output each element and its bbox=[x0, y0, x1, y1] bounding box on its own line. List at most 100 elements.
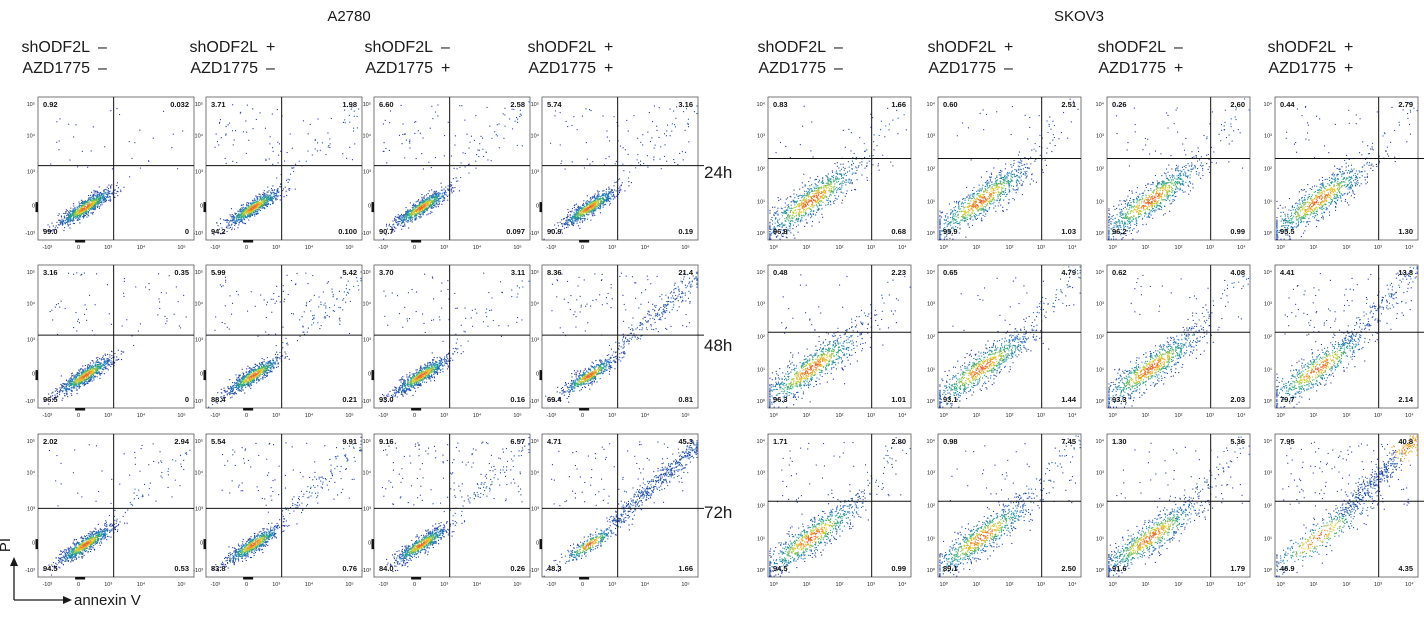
event-dot bbox=[64, 393, 65, 394]
event-dot bbox=[262, 205, 263, 206]
event-dot bbox=[590, 197, 591, 198]
event-dot bbox=[97, 362, 98, 363]
event-dot bbox=[598, 203, 599, 204]
event-dot bbox=[339, 291, 340, 292]
event-dot bbox=[254, 205, 255, 206]
event-dot bbox=[404, 157, 405, 158]
event-dot bbox=[85, 375, 86, 376]
event-dot bbox=[608, 187, 609, 188]
event-dot bbox=[109, 193, 110, 194]
event-dot bbox=[62, 400, 63, 401]
event-dot bbox=[402, 143, 403, 144]
event-dot bbox=[563, 223, 564, 224]
condition-sign-azd1775: – bbox=[834, 60, 843, 77]
event-dot bbox=[100, 202, 101, 203]
event-dot bbox=[420, 207, 421, 208]
event-dot bbox=[242, 220, 243, 221]
event-dot bbox=[81, 214, 82, 215]
event-dot bbox=[417, 213, 418, 214]
event-dot bbox=[89, 210, 90, 211]
event-dot bbox=[573, 116, 574, 117]
event-dot bbox=[82, 366, 83, 367]
event-dot bbox=[441, 187, 442, 188]
event-dot bbox=[67, 213, 68, 214]
condition-label-azd1775: AZD1775 bbox=[928, 60, 996, 77]
event-dot bbox=[241, 389, 242, 390]
event-dot bbox=[71, 393, 72, 394]
event-dot bbox=[567, 218, 568, 219]
event-dot bbox=[589, 206, 590, 207]
event-dot bbox=[69, 386, 70, 387]
event-dot bbox=[614, 189, 615, 190]
event-dot bbox=[85, 209, 86, 210]
axis-zero-marker bbox=[75, 408, 85, 411]
event-dot bbox=[688, 141, 689, 142]
event-dot bbox=[319, 297, 320, 298]
event-dot bbox=[107, 362, 108, 363]
condition-label-shodf2l: shODF2L bbox=[528, 39, 597, 56]
event-dot bbox=[402, 215, 403, 216]
scatter-panel-a2780-48h-2: 5.99 5.4288.4 0.21-10³ 0 10³ 10⁴ 10⁵10⁵10⁴10³0… bbox=[193, 265, 362, 419]
event-dot bbox=[105, 198, 106, 199]
event-dot bbox=[280, 195, 281, 196]
event-dot bbox=[385, 120, 386, 121]
event-dot bbox=[423, 202, 424, 203]
event-dot bbox=[282, 190, 283, 191]
event-dot bbox=[269, 195, 270, 196]
event-dot bbox=[253, 212, 254, 213]
event-dot bbox=[106, 200, 107, 201]
event-dot bbox=[69, 227, 70, 228]
condition-label-azd1775: AZD1775 bbox=[190, 60, 258, 77]
event-dot bbox=[438, 192, 439, 193]
event-dot bbox=[586, 204, 587, 205]
event-dot bbox=[52, 319, 53, 320]
event-dot bbox=[289, 188, 290, 189]
event-dot bbox=[273, 151, 274, 152]
event-dot bbox=[566, 220, 567, 221]
event-dot bbox=[349, 147, 350, 148]
event-dot bbox=[70, 385, 71, 386]
condition-sign-azd1775: + bbox=[1174, 60, 1183, 77]
event-dot bbox=[56, 142, 57, 143]
event-dot bbox=[594, 215, 595, 216]
event-dot bbox=[135, 286, 136, 287]
event-dot bbox=[487, 107, 488, 108]
event-dot bbox=[242, 222, 243, 223]
event-dot bbox=[107, 196, 108, 197]
event-dot bbox=[240, 113, 241, 114]
event-dot bbox=[62, 391, 63, 392]
quadrant-upper-right-value: 2.58 bbox=[510, 100, 525, 109]
event-dot bbox=[398, 216, 399, 217]
condition-headers: shODF2L –AZD1775 –shODF2L +AZD1775 –shODF2L –… bbox=[22, 39, 1354, 77]
event-dot bbox=[234, 213, 235, 214]
event-dot bbox=[408, 214, 409, 215]
event-dot bbox=[78, 215, 79, 216]
event-dot bbox=[594, 197, 595, 198]
event-dot bbox=[272, 164, 273, 165]
event-dot bbox=[404, 224, 405, 225]
event-dot bbox=[565, 222, 566, 223]
event-dot bbox=[578, 215, 579, 216]
event-dot bbox=[267, 187, 268, 188]
event-dot bbox=[77, 321, 78, 322]
event-dot bbox=[252, 215, 253, 216]
event-dot bbox=[221, 137, 222, 138]
event-dot bbox=[596, 201, 597, 202]
event-dot bbox=[97, 370, 98, 371]
event-dot bbox=[74, 376, 75, 377]
event-dot bbox=[592, 197, 593, 198]
event-dot bbox=[590, 203, 591, 204]
event-dot bbox=[419, 217, 420, 218]
event-dot bbox=[409, 217, 410, 218]
event-dot bbox=[615, 163, 616, 164]
event-dot bbox=[63, 220, 64, 221]
event-dot bbox=[253, 128, 254, 129]
event-dot bbox=[277, 196, 278, 197]
event-dot bbox=[550, 143, 551, 144]
event-dot bbox=[86, 217, 87, 218]
quadrant-upper-left-value: 3.16 bbox=[43, 268, 58, 277]
event-dot bbox=[607, 194, 608, 195]
event-dot bbox=[234, 216, 235, 217]
event-dot bbox=[79, 378, 80, 379]
event-dot bbox=[343, 298, 344, 299]
